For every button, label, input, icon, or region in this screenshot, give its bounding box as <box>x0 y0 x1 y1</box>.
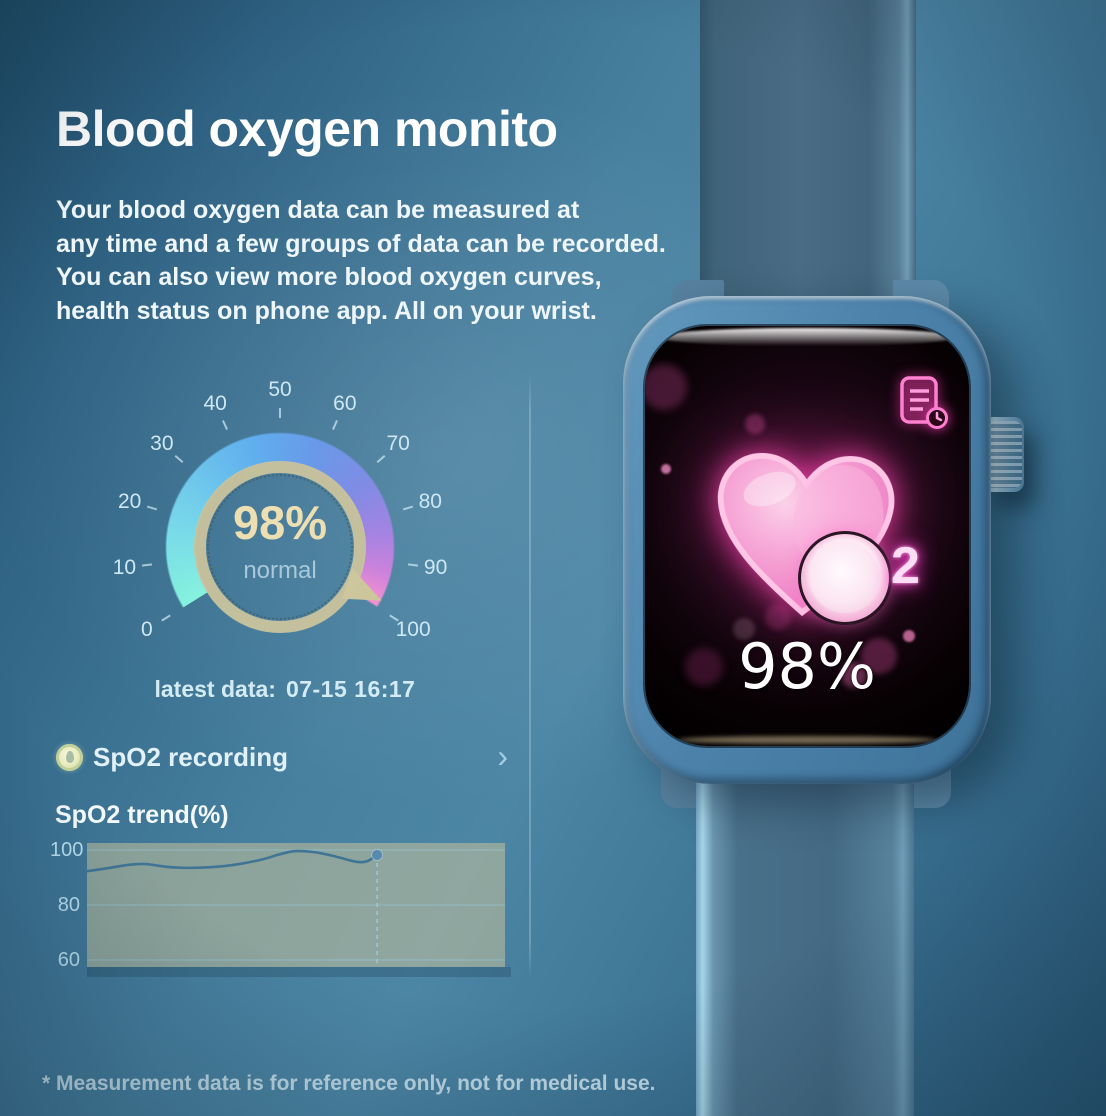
gauge-tick-mark <box>174 454 184 463</box>
trend-ytick-label: 100 <box>50 839 84 861</box>
spo2-gauge: 98% normal 0 10 20 30 40 50 60 70 80 90 100 <box>113 378 447 707</box>
panel-divider <box>529 374 531 978</box>
disclaimer-text: * Measurement data is for reference only… <box>42 1072 656 1095</box>
gauge-tick-mark <box>332 419 339 430</box>
description-line: Your blood oxygen data can be measured a… <box>56 196 580 224</box>
glass-highlight-bottom <box>677 736 937 744</box>
gauge-tick-label: 0 <box>141 618 153 642</box>
gauge-tick-label: 30 <box>150 431 174 455</box>
gauge-tick-label: 100 <box>395 618 431 642</box>
page-title: Blood oxygen monito <box>56 101 558 157</box>
description-line: You can also view more blood oxygen curv… <box>56 263 602 291</box>
oxygen-bubble-icon <box>798 531 892 625</box>
watch-screen: 2 98% <box>645 326 969 746</box>
watch-spo2-value: 98% <box>738 630 876 703</box>
bokeh-dot <box>765 604 791 630</box>
trend-panel-shadow <box>87 967 511 977</box>
spo2-subscript: 2 <box>891 537 920 595</box>
bokeh-dot <box>745 414 765 434</box>
gauge-tick-label: 10 <box>112 555 137 579</box>
gauge-tick-label: 70 <box>386 431 410 455</box>
bokeh-dot <box>861 638 897 674</box>
gauge-tick-label: 20 <box>118 489 142 513</box>
gauge-tick-mark <box>388 614 399 622</box>
last-point-dot <box>371 848 384 861</box>
history-records-icon[interactable] <box>895 374 951 430</box>
gauge-tick-mark <box>221 419 228 430</box>
description-line: any time and a few groups of data can be… <box>56 229 666 258</box>
gauge-tick-label: 40 <box>203 392 227 416</box>
gauge-tick-label: 80 <box>418 489 442 513</box>
glass-highlight <box>657 328 957 346</box>
bokeh-dot <box>903 630 915 642</box>
bokeh-dot <box>733 618 755 640</box>
spo2-trend-chart: 100 80 60 <box>50 838 520 983</box>
gauge-tick-mark <box>376 454 386 463</box>
trend-ytick-label: 80 <box>57 894 80 916</box>
gauge-status: normal <box>243 557 317 584</box>
gauge-tick-label: 90 <box>423 555 448 579</box>
spo2-drop-icon <box>56 744 83 771</box>
trend-title: SpO2 trend(%) <box>55 801 229 829</box>
spo2-recording-label: SpO2 recording <box>93 742 289 772</box>
gauge-tick-label: 60 <box>333 392 357 416</box>
watch-strap-bottom <box>696 770 914 1116</box>
spo2-recording-row[interactable]: SpO2 recording › <box>56 738 508 776</box>
gauge-value: 98% <box>232 496 328 549</box>
trend-ytick-label: 60 <box>57 949 80 971</box>
bokeh-dot <box>841 662 867 688</box>
bokeh-dot <box>685 648 723 686</box>
gauge-tick-mark <box>279 408 281 418</box>
latest-data-value: 07-15 16:17 <box>285 676 416 702</box>
description-line: health status on phone app. All on your … <box>56 296 597 325</box>
gauge-tick-label: 50 <box>268 378 292 401</box>
gauge-tick-mark <box>161 614 172 622</box>
watch-strap-top <box>700 0 916 306</box>
latest-data: latest data: 07-15 16:17 <box>120 676 450 703</box>
bokeh-dot <box>661 464 671 474</box>
page-description: Your blood oxygen data can be measured a… <box>56 194 666 328</box>
bokeh-dot <box>645 364 687 410</box>
latest-data-label: latest data: <box>154 676 276 702</box>
chevron-right-icon[interactable]: › <box>497 738 508 774</box>
trend-plot <box>87 843 511 977</box>
trend-line <box>87 849 379 873</box>
